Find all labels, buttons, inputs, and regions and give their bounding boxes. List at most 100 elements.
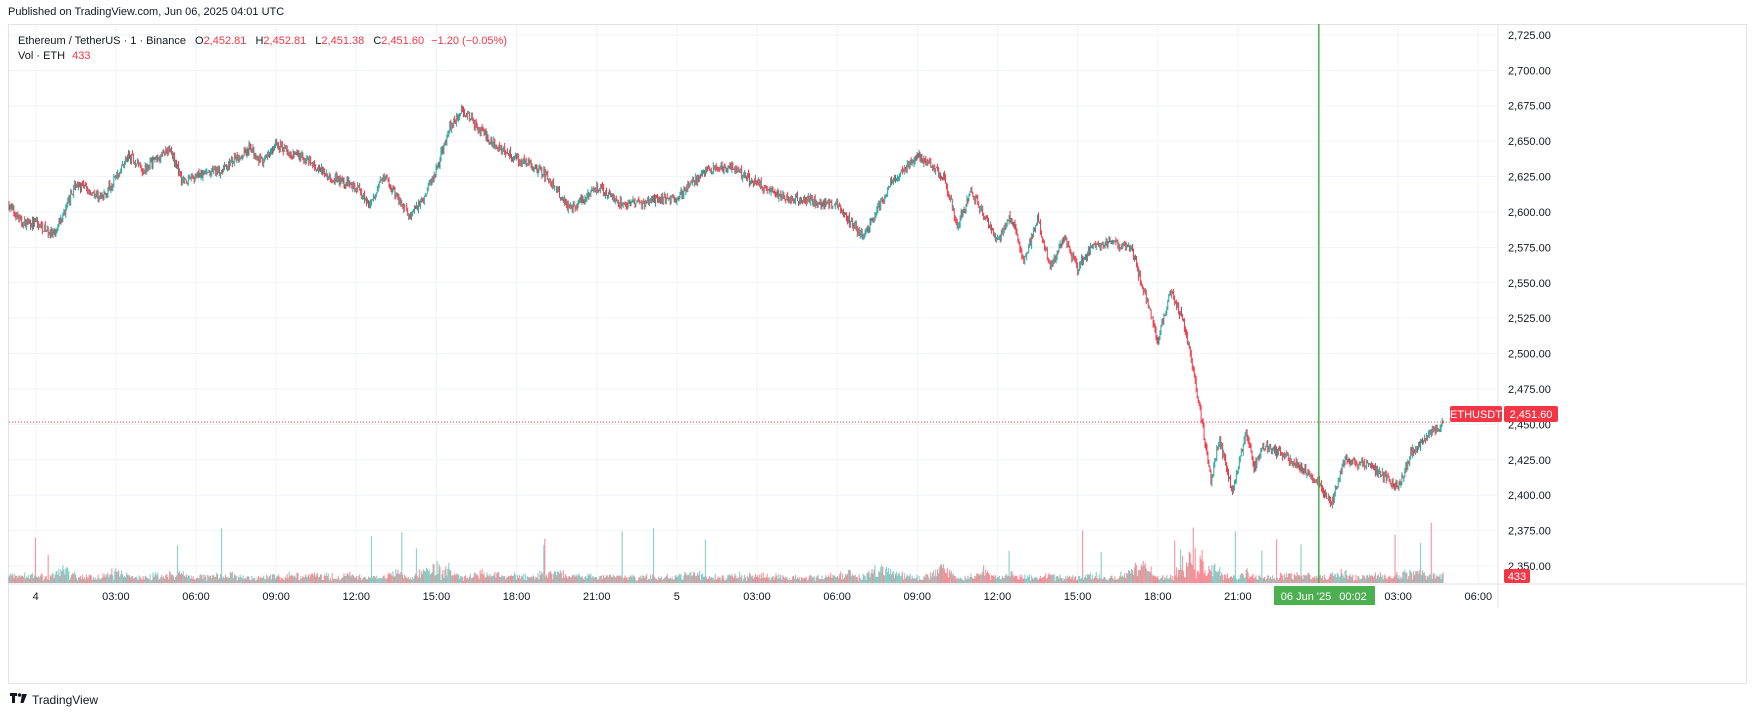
- volume-bar: [19, 575, 21, 583]
- volume-bar: [527, 576, 529, 583]
- volume-bar: [336, 579, 338, 583]
- volume-bar: [729, 574, 731, 583]
- volume-bar: [1000, 579, 1002, 583]
- volume-bar: [297, 573, 299, 583]
- volume-bar: [1302, 578, 1304, 583]
- volume-bar: [853, 575, 855, 583]
- volume-bar: [1150, 566, 1152, 583]
- volume-bar: [1226, 573, 1229, 583]
- volume-bar: [115, 568, 117, 583]
- volume-bar: [1367, 575, 1369, 583]
- legend-symbol[interactable]: Ethereum / TetherUS · 1 · Binance: [18, 35, 186, 47]
- candles: [8, 104, 1444, 509]
- volume-bar: [48, 580, 50, 583]
- volume-bar: [86, 577, 88, 583]
- tradingview-brand[interactable]: TradingView: [10, 692, 98, 707]
- volume-bar: [1106, 579, 1108, 583]
- volume-bar: [603, 577, 606, 583]
- time-tick-label: 15:00: [1064, 591, 1092, 603]
- volume-bar: [1182, 571, 1185, 583]
- legend-vol-label[interactable]: Vol · ETH: [18, 50, 66, 62]
- price-tag-symbol: ETHUSDT: [1450, 409, 1502, 421]
- volume-bar: [537, 572, 539, 583]
- volume-bar: [536, 577, 538, 583]
- volume-bar: [664, 577, 666, 583]
- volume-bar: [739, 571, 741, 583]
- volume-bar: [757, 577, 759, 583]
- volume-bar: [468, 576, 470, 583]
- volume-bar: [1111, 575, 1113, 583]
- legend-low: 2,451.38: [321, 35, 365, 47]
- volume-bar: [1127, 573, 1129, 583]
- volume-bar: [1202, 561, 1204, 583]
- volume-bar: [158, 579, 160, 583]
- volume-bar: [841, 573, 844, 583]
- volume-bar: [92, 576, 94, 583]
- volume-bar: [477, 576, 479, 583]
- volume-bar: [1027, 575, 1029, 583]
- volume-bar: [942, 564, 945, 583]
- volume-bar: [1283, 573, 1285, 583]
- volume-bar: [546, 574, 548, 583]
- volume-bar: [155, 571, 157, 583]
- chart-frame[interactable]: [8, 24, 1747, 684]
- volume-bar: [1046, 577, 1048, 583]
- volume-bar: [1028, 577, 1030, 583]
- volume-bar: [197, 577, 199, 583]
- volume-bar: [501, 575, 503, 583]
- volume-bar: [40, 573, 42, 583]
- volume-bar: [441, 574, 443, 583]
- volume-bar: [173, 579, 176, 583]
- volume-bar: [152, 572, 154, 583]
- volume-bar: [1292, 579, 1294, 583]
- volume-bar: [793, 575, 795, 583]
- volume-bar: [576, 576, 578, 583]
- volume-bar: [231, 571, 233, 583]
- volume-bar: [646, 574, 648, 583]
- volume-bar: [377, 577, 379, 583]
- volume-bar: [1061, 577, 1063, 583]
- volume-bar: [288, 571, 290, 583]
- volume-bar: [495, 577, 497, 583]
- volume-bar: [918, 575, 920, 583]
- volume-bar: [1064, 579, 1066, 583]
- volume-bar: [781, 579, 783, 583]
- legend-open: 2,452.81: [203, 35, 247, 47]
- volume-bar: [200, 574, 202, 583]
- volume-bar: [657, 576, 660, 583]
- volume-bar: [842, 579, 845, 583]
- volume-bar: [499, 576, 501, 583]
- volume-bar: [1339, 576, 1341, 583]
- volume-bar: [1025, 578, 1027, 583]
- volume-bar: [1153, 575, 1155, 583]
- volume-bar: [358, 576, 360, 583]
- volume-bar: [516, 574, 518, 583]
- volume-bar: [1203, 573, 1205, 583]
- volume-bar: [774, 577, 776, 583]
- volume-bar: [938, 567, 941, 583]
- volume-bar: [930, 572, 932, 583]
- volume-bar: [420, 570, 422, 583]
- volume-bar: [655, 578, 658, 583]
- volume-bar: [604, 577, 607, 583]
- volume-bar: [356, 575, 358, 583]
- volume-bar: [116, 572, 118, 583]
- volume-bar: [1178, 569, 1181, 583]
- volume-bar: [724, 580, 726, 583]
- price-tick-label: 2,400.00: [1508, 490, 1551, 502]
- volume-bar: [1059, 574, 1061, 583]
- volume-bar: [1287, 573, 1289, 583]
- volume-bar: [37, 576, 39, 583]
- volume-bar: [192, 576, 194, 583]
- volume-bar: [118, 570, 120, 583]
- volume-bar: [1017, 579, 1019, 583]
- volume-bar: [1231, 577, 1234, 583]
- volume-bar: [66, 567, 68, 583]
- volume-bar: [1352, 574, 1354, 583]
- volume-bar: [1351, 576, 1353, 583]
- volume-bar: [1141, 566, 1143, 583]
- volume-bar: [936, 576, 938, 583]
- volume-bar: [995, 578, 997, 583]
- volume-bar: [112, 575, 114, 583]
